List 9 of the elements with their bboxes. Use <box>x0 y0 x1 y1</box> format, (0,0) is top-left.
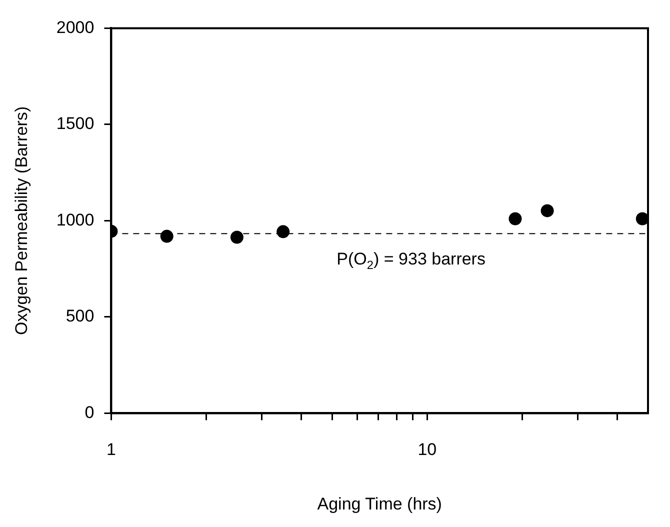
y-tick-label: 1000 <box>56 210 94 230</box>
y-tick-label: 500 <box>66 306 94 326</box>
y-tick-label: 2000 <box>56 18 94 37</box>
y-tick-label: 1500 <box>56 114 94 134</box>
x-tick-label: 10 <box>418 440 437 460</box>
y-tick-label: 0 <box>84 402 94 422</box>
x-tick-label: 1 <box>106 440 116 460</box>
y-axis-title: Oxygen Permeability (Barrers) <box>12 106 31 336</box>
x-axis-title: Aging Time (hrs) <box>317 494 442 514</box>
